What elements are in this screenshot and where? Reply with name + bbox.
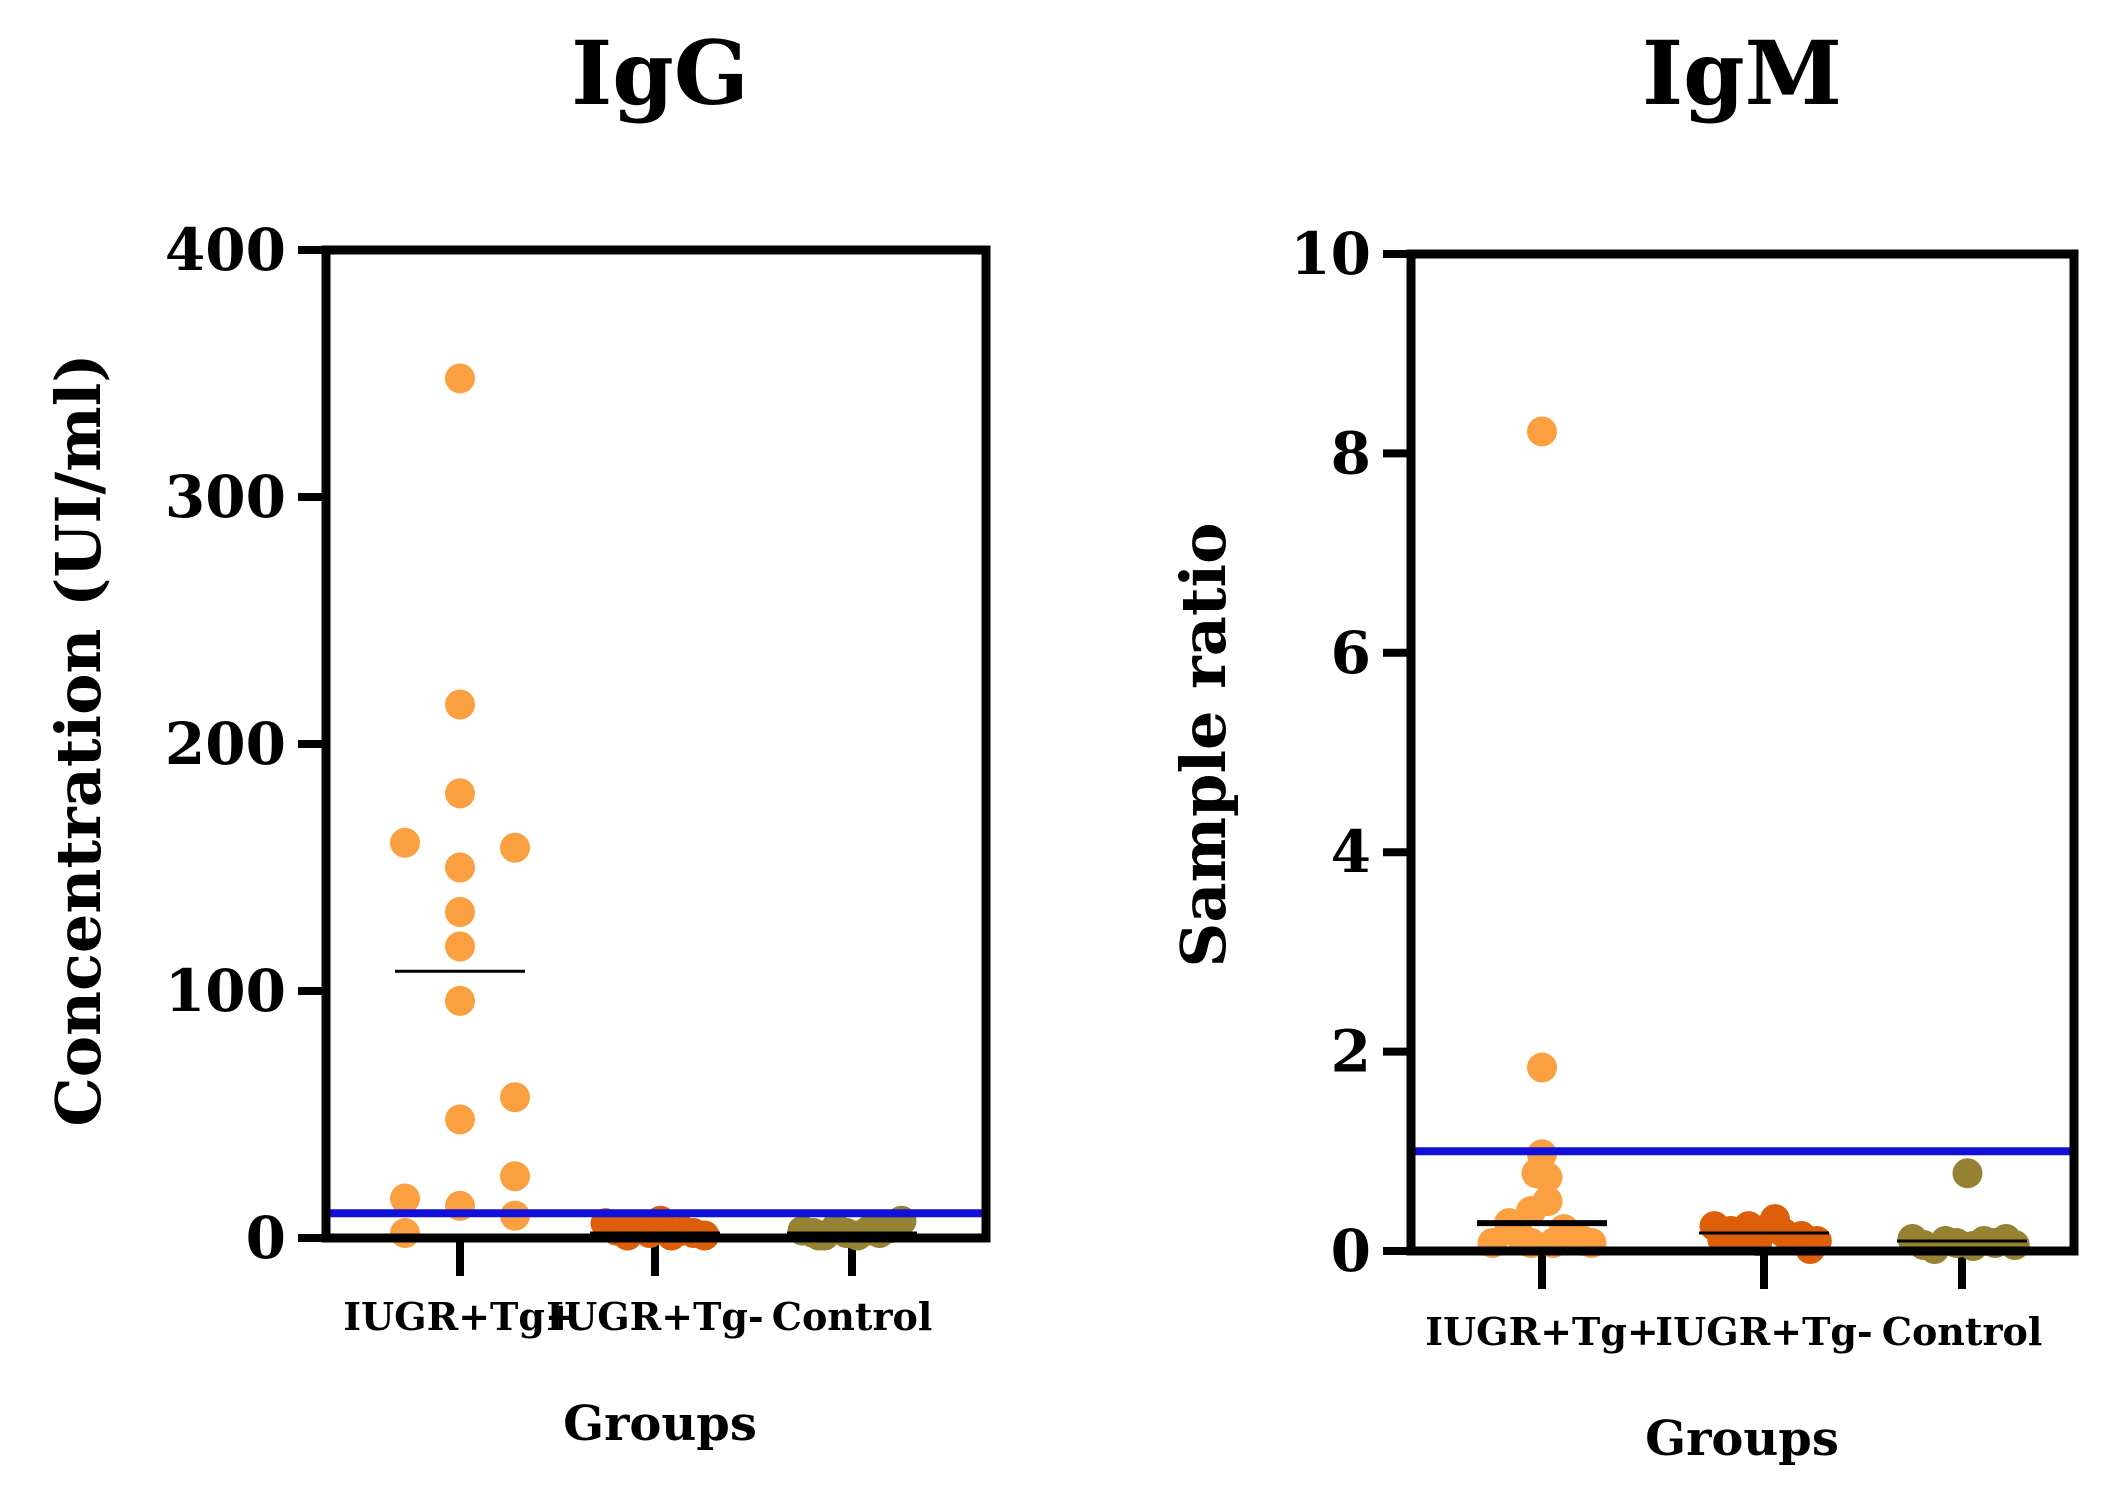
igm-point-iugr-tg-pos [1527, 1052, 1557, 1083]
igm-x-tick-label-control: Control [1882, 1309, 2043, 1354]
igg-point-iugr-tg-pos [445, 778, 475, 809]
igg-point-iugr-tg-pos [500, 1161, 530, 1192]
igg-point-iugr-tg-pos [445, 852, 475, 883]
igm-plot-frame [1406, 249, 2079, 1256]
igm-y-tick-label: 0 [1331, 1217, 1371, 1285]
igg-x-tick-label-control: Control [772, 1294, 933, 1339]
igg-y-tick-label: 400 [165, 216, 286, 284]
igm-point-iugr-tg-pos [1516, 1196, 1546, 1227]
igg-point-iugr-tg-pos [390, 827, 420, 858]
igm-x-tick-label-iugr-tg-neg: IUGR+Tg- [1655, 1309, 1872, 1354]
igg-panel: IgG Concentration (UI/ml) Groups 0 100 200… [42, 21, 991, 1452]
igm-x-tick-label-iugr-tg-pos: IUGR+Tg+ [1425, 1309, 1658, 1354]
igg-mean-lines [395, 969, 917, 1235]
igg-point-iugr-tg-pos [445, 931, 475, 962]
igg-plot-frame [321, 245, 991, 1243]
igg-point-iugr-tg-pos [445, 1104, 475, 1135]
igg-point-iugr-tg-pos [500, 1082, 530, 1113]
igm-point-iugr-tg-pos [1527, 416, 1557, 447]
igg-point-iugr-tg-pos [445, 689, 475, 720]
igm-x-axis-label: Groups [1645, 1411, 1839, 1467]
igm-y-tick-label: 2 [1331, 1018, 1371, 1086]
igg-y-axis-label: Concentration (UI/ml) [42, 353, 115, 1126]
igg-data-points [390, 363, 917, 1251]
igg-y-tick-label: 200 [165, 710, 286, 778]
igm-y-axis-label: Sample ratio [1167, 523, 1240, 968]
igm-x-ticks: IUGR+Tg+IUGR+Tg- Control [1425, 1251, 2042, 1354]
igg-point-iugr-tg-pos [390, 1218, 420, 1249]
igm-point-iugr-tg-pos [1532, 1162, 1563, 1193]
igg-point-iugr-tg-pos [445, 896, 475, 927]
igm-data-points [1477, 416, 2030, 1265]
igm-y-tick-label: 4 [1331, 818, 1371, 886]
igg-point-iugr-tg-pos [445, 985, 475, 1016]
igg-point-iugr-tg-pos [445, 363, 475, 394]
igm-title: IgM [1642, 21, 1842, 125]
igm-y-ticks: 0 2 4 6 8 10 [1290, 220, 1411, 1285]
igg-y-tick-label: 0 [246, 1204, 286, 1272]
igg-y-tick-label: 100 [165, 957, 286, 1025]
igg-x-tick-label-iugr-tg-neg: IUGR+Tg- [546, 1294, 763, 1339]
igg-x-tick-label-iugr-tg-pos: IUGR+Tg+ [343, 1294, 576, 1339]
igm-point-control [1952, 1158, 1983, 1189]
igg-point-iugr-tg-pos [500, 832, 530, 863]
igg-point-iugr-tg-pos [390, 1183, 420, 1214]
igm-y-tick-label: 8 [1331, 419, 1371, 487]
igg-title: IgG [571, 21, 749, 125]
igg-x-ticks: IUGR+Tg+IUGR+Tg- Control [343, 1238, 932, 1339]
igm-point-control [1999, 1230, 2030, 1261]
igg-y-ticks: 0 100 200 300 400 [165, 216, 326, 1272]
igm-y-tick-label: 6 [1331, 619, 1371, 687]
igg-x-axis-label: Groups [563, 1396, 757, 1452]
igm-mean-lines [1477, 1220, 2027, 1243]
igg-y-tick-label: 300 [165, 463, 286, 531]
igm-panel: IgM Sample ratio Groups 0 2 4 6 8 10 IUGR+Tg+… [1167, 21, 2079, 1467]
igm-y-tick-label: 10 [1290, 220, 1371, 288]
